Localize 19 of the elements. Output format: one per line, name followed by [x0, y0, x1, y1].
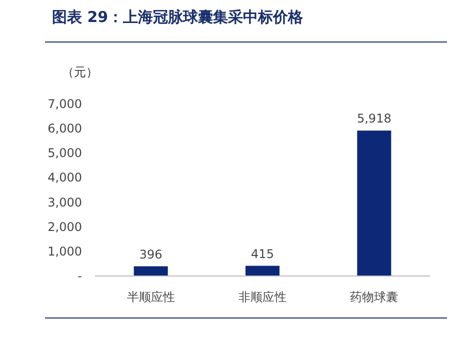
chart-title: 图表 29：上海冠脉球囊集采中标价格 [52, 8, 304, 26]
data-label: 396 [139, 247, 162, 262]
y-tick-label: 4,000 [48, 170, 82, 185]
bar [134, 266, 168, 276]
y-tick-label: 6,000 [48, 122, 82, 136]
bar [246, 266, 280, 276]
y-tick-label: 5,000 [48, 146, 82, 160]
y-tick-label: 2,000 [48, 220, 82, 234]
data-label: 415 [251, 246, 274, 261]
x-tick-label: 非顺应性 [238, 290, 286, 304]
x-tick-label: 药物球囊 [350, 290, 398, 304]
bar [357, 130, 392, 276]
y-tick-label: - [78, 269, 82, 283]
y-tick-label: 7,000 [48, 97, 82, 111]
y-tick-label: 3,000 [48, 195, 82, 210]
y-tick-label: 1,000 [48, 244, 82, 258]
x-tick-label: 半顺应性 [126, 290, 175, 304]
y-axis-title: （元） [62, 65, 98, 79]
data-label: 5,918 [356, 112, 392, 126]
